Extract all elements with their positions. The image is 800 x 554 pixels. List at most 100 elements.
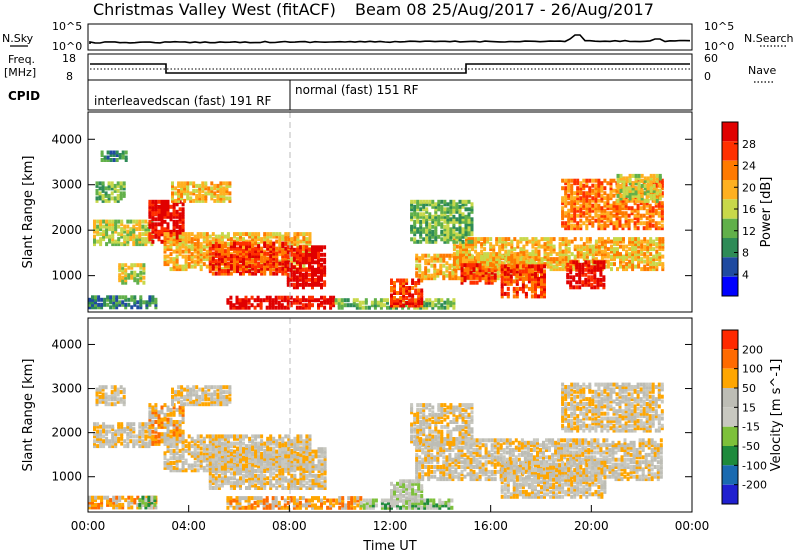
velocity-cell bbox=[186, 385, 190, 390]
velocity-cell bbox=[117, 422, 121, 427]
colorbar-swatch bbox=[722, 276, 738, 296]
power-cell bbox=[112, 300, 116, 305]
power-cell bbox=[507, 257, 511, 262]
velocity-cell bbox=[187, 444, 191, 449]
power-cell bbox=[250, 295, 254, 300]
power-cell bbox=[226, 237, 230, 242]
velocity-cell bbox=[199, 441, 203, 446]
power-cell bbox=[295, 285, 299, 290]
power-cell bbox=[467, 217, 471, 222]
power-cell bbox=[446, 229, 450, 234]
power-cell bbox=[189, 191, 193, 196]
power-cell bbox=[440, 229, 444, 234]
power-cell bbox=[455, 244, 459, 249]
power-cell bbox=[493, 265, 497, 270]
power-cell bbox=[437, 214, 441, 219]
power-cell bbox=[624, 213, 628, 218]
power-cell bbox=[210, 186, 214, 191]
power-cell bbox=[103, 302, 107, 307]
power-cell bbox=[500, 289, 504, 294]
power-cell bbox=[329, 303, 333, 308]
power-cell bbox=[530, 279, 534, 284]
power-cell bbox=[600, 242, 604, 247]
power-cell bbox=[628, 262, 632, 267]
power-cell bbox=[192, 183, 196, 188]
power-cell bbox=[257, 251, 261, 256]
power-cell bbox=[455, 237, 459, 242]
power-cell bbox=[263, 232, 267, 237]
power-cell bbox=[317, 280, 320, 285]
power-cell bbox=[320, 257, 323, 262]
power-cell bbox=[124, 280, 128, 285]
velocity-cell bbox=[114, 441, 118, 446]
power-cell bbox=[613, 247, 616, 252]
power-cell bbox=[136, 300, 140, 305]
power-cell bbox=[233, 261, 236, 266]
power-cell bbox=[304, 275, 308, 280]
power-cell bbox=[163, 237, 167, 242]
power-cell bbox=[582, 183, 586, 188]
power-cell bbox=[133, 275, 137, 280]
power-cell bbox=[434, 298, 438, 303]
power-cell bbox=[169, 232, 173, 237]
power-cell bbox=[440, 303, 444, 308]
power-cell bbox=[543, 279, 546, 284]
power-cell bbox=[640, 188, 644, 193]
velocity-cell bbox=[196, 456, 200, 461]
power-cell bbox=[469, 270, 473, 275]
power-cell bbox=[139, 265, 143, 270]
power-cell bbox=[272, 254, 276, 259]
power-cell bbox=[486, 239, 490, 244]
power-cell bbox=[597, 191, 601, 196]
power-cell bbox=[513, 252, 517, 257]
power-cell bbox=[480, 242, 484, 247]
velocity-cell bbox=[110, 397, 114, 402]
power-cell bbox=[95, 181, 99, 186]
power-cell bbox=[130, 297, 134, 302]
power-cell bbox=[192, 191, 196, 196]
power-cell bbox=[139, 263, 143, 268]
velocity-cell bbox=[166, 417, 170, 422]
power-cell bbox=[172, 257, 176, 262]
power-cell bbox=[612, 193, 616, 198]
power-cell bbox=[597, 247, 601, 252]
power-cell bbox=[616, 181, 620, 186]
power-cell bbox=[217, 239, 221, 244]
velocity-cell bbox=[107, 397, 111, 402]
power-cell bbox=[280, 303, 284, 308]
velocity-cell bbox=[97, 505, 101, 510]
power-cell bbox=[245, 269, 248, 274]
power-cell bbox=[178, 252, 182, 257]
power-cell bbox=[600, 216, 604, 221]
power-cell bbox=[314, 245, 317, 250]
power-cell bbox=[655, 267, 659, 272]
power-cell bbox=[430, 263, 434, 268]
power-cell bbox=[272, 251, 276, 256]
velocity-cell bbox=[242, 434, 245, 439]
power-cell bbox=[399, 303, 403, 308]
power-cell bbox=[573, 213, 577, 218]
power-cell bbox=[483, 239, 487, 244]
power-cell bbox=[534, 274, 537, 279]
power-cell bbox=[649, 247, 653, 252]
power-cell bbox=[634, 198, 638, 203]
velocity-cell bbox=[193, 451, 197, 456]
power-cell bbox=[304, 250, 308, 255]
power-cell bbox=[292, 298, 296, 303]
velocity-cell bbox=[163, 434, 167, 439]
power-cell bbox=[169, 244, 173, 249]
power-cell bbox=[148, 295, 152, 300]
power-cell bbox=[259, 305, 263, 310]
power-cell bbox=[452, 267, 456, 272]
power-cell bbox=[308, 255, 311, 260]
power-cell bbox=[530, 289, 534, 294]
power-cell bbox=[561, 237, 565, 242]
power-cell bbox=[564, 259, 568, 264]
velocity-cell bbox=[96, 429, 100, 434]
power-cell bbox=[262, 298, 266, 303]
power-cell bbox=[443, 207, 447, 212]
power-cell bbox=[160, 217, 164, 222]
power-cell bbox=[549, 264, 553, 269]
power-cell bbox=[615, 216, 619, 221]
power-cell bbox=[320, 282, 323, 287]
